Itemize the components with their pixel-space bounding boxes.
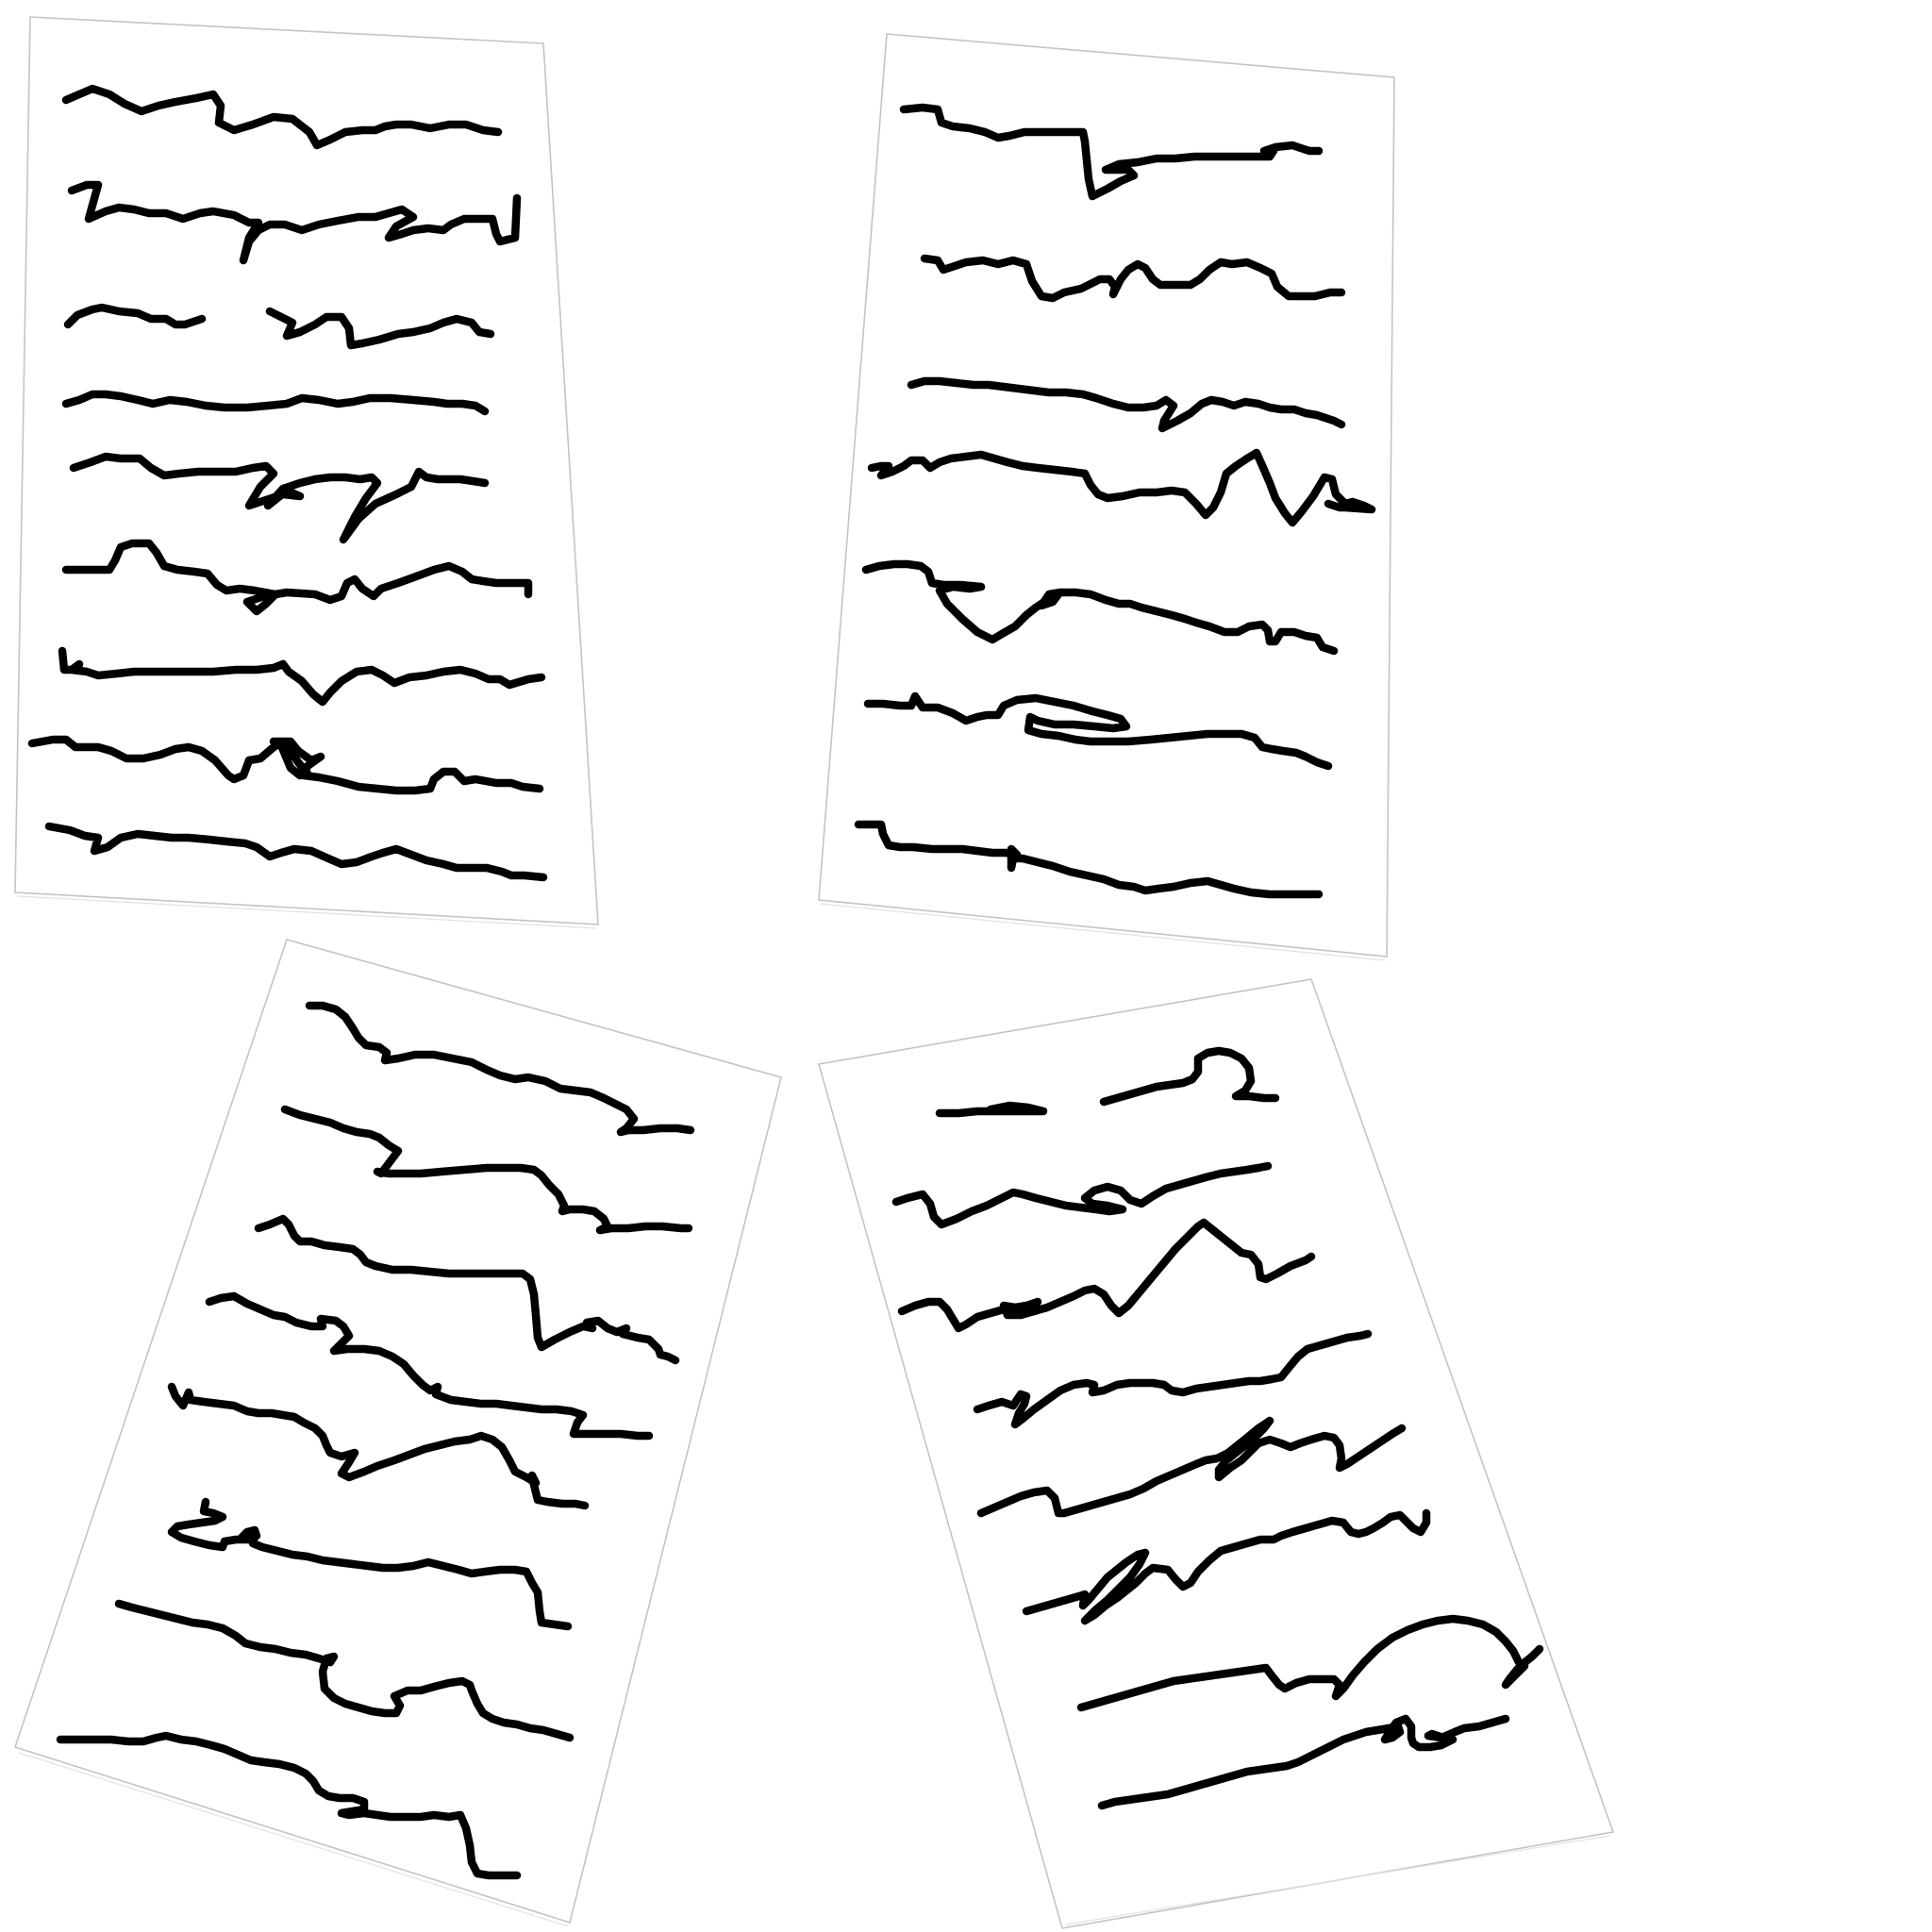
- paper-edge-shadow: [16, 895, 597, 929]
- sheet-bottom-left: [13, 939, 782, 1927]
- scribble-line: [167, 1382, 590, 1510]
- paper-sheet: [14, 16, 599, 925]
- scribble-line: [56, 1731, 522, 1880]
- scribble-line: [44, 822, 548, 882]
- scribble-line: [305, 1001, 695, 1137]
- sheet-top-right: [818, 33, 1395, 961]
- scribble-line: [907, 376, 1346, 433]
- scribble-line: [891, 1161, 1273, 1229]
- scribble-line: [167, 1497, 573, 1631]
- scribble-line: [61, 84, 503, 150]
- paper-sheet: [13, 939, 782, 1924]
- scribble-line: [27, 735, 544, 795]
- sheet-bottom-right: [817, 978, 1615, 1929]
- scribble-line: [854, 820, 1324, 899]
- scribble-line: [1076, 1614, 1544, 1712]
- scribble-line: [280, 1105, 693, 1235]
- scribble-line: [69, 452, 490, 544]
- scribble-line: [867, 448, 1376, 527]
- scribble-line: [61, 390, 490, 416]
- scribble-line: [61, 539, 533, 616]
- scribble-line: [63, 303, 207, 329]
- scribble-line: [897, 1218, 1316, 1333]
- scribble-line: [863, 691, 1333, 771]
- scribble-line: [67, 180, 522, 265]
- sheet-top-left: [14, 16, 599, 929]
- scribble-line: [1099, 1046, 1280, 1107]
- paper-edge-shadow: [18, 1752, 569, 1927]
- scribble-line: [114, 1599, 575, 1742]
- scribble-line: [920, 254, 1346, 303]
- paper-edge-shadow: [1065, 1835, 1610, 1925]
- scribble-line: [265, 307, 495, 350]
- scribble-line: [1022, 1508, 1431, 1625]
- scribble-line: [1097, 1714, 1510, 1810]
- scribble-line: [861, 559, 1339, 656]
- scribble-line: [899, 103, 1324, 201]
- scribble-line: [254, 1214, 680, 1365]
- paper-sheet: [817, 978, 1615, 1929]
- scribble-line: [976, 1416, 1407, 1518]
- scribble-line: [205, 1291, 654, 1441]
- scribble-line: [935, 1101, 1048, 1118]
- scribble-line: [973, 1329, 1373, 1429]
- paper-edge-shadow: [820, 903, 1386, 961]
- scribble-line: [58, 646, 546, 707]
